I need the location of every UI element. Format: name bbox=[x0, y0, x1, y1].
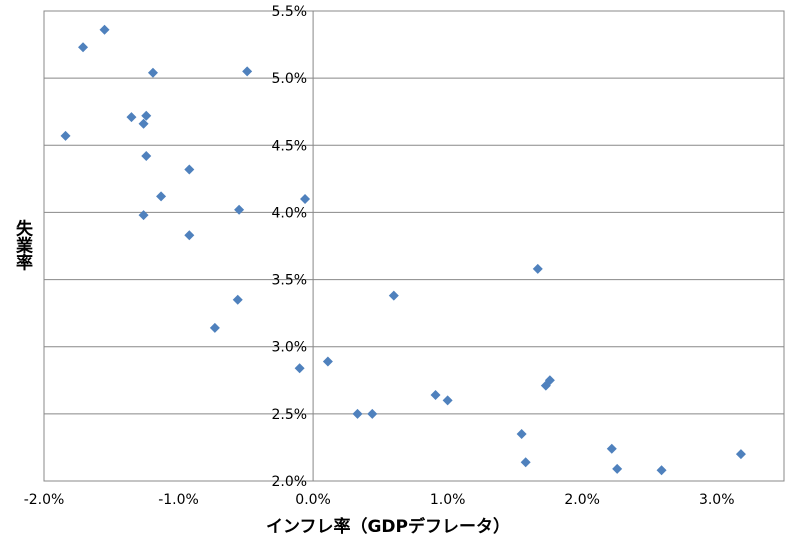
data-point bbox=[520, 457, 531, 468]
data-point bbox=[234, 204, 245, 215]
y-tick-label: 5.0% bbox=[272, 71, 308, 87]
data-point bbox=[442, 395, 453, 406]
data-point bbox=[141, 151, 152, 162]
x-tick-label: -2.0% bbox=[24, 492, 65, 508]
y-tick-label: 2.5% bbox=[272, 407, 308, 423]
data-point bbox=[606, 443, 617, 454]
x-tick-label: 3.0% bbox=[699, 492, 735, 508]
data-points bbox=[60, 24, 746, 476]
x-tick-label: 2.0% bbox=[564, 492, 600, 508]
y-tick-label: 5.5% bbox=[272, 4, 308, 20]
data-point bbox=[184, 164, 195, 175]
grid-lines bbox=[44, 10, 784, 482]
data-point bbox=[184, 230, 195, 241]
data-point bbox=[138, 210, 149, 221]
x-tick-label: 0.0% bbox=[295, 492, 331, 508]
data-point bbox=[516, 429, 527, 439]
y-tick-label: 4.0% bbox=[272, 205, 308, 221]
data-point bbox=[430, 390, 441, 401]
data-point bbox=[126, 112, 137, 123]
data-point bbox=[735, 449, 746, 460]
data-point bbox=[388, 290, 399, 301]
x-axis-title: インフレ率（GDPデフレータ） bbox=[266, 516, 510, 537]
data-point bbox=[60, 130, 71, 141]
plot-area bbox=[43, 10, 785, 482]
data-point bbox=[78, 42, 89, 53]
x-axis-tick-labels: -2.0% -1.0% 0.0% 1.0% 2.0% 3.0% bbox=[24, 492, 735, 508]
data-point bbox=[300, 194, 311, 204]
y-axis-tick-labels: 2.0% 2.5% 3.0% 3.5% 4.0% 4.5% 5.0% 5.5% bbox=[272, 4, 308, 490]
y-axis-title: 失業率 bbox=[12, 218, 33, 271]
data-point bbox=[294, 363, 305, 374]
data-point bbox=[141, 110, 152, 121]
data-point bbox=[242, 66, 253, 77]
data-point bbox=[147, 67, 158, 78]
y-tick-label: 4.5% bbox=[272, 138, 308, 154]
data-point bbox=[367, 408, 378, 419]
data-point bbox=[209, 322, 220, 333]
y-tick-label: 3.0% bbox=[272, 340, 308, 356]
data-point bbox=[232, 294, 243, 305]
data-point bbox=[612, 463, 623, 474]
x-tick-label: 1.0% bbox=[430, 492, 466, 508]
y-tick-label: 2.0% bbox=[272, 474, 308, 490]
data-point bbox=[322, 356, 333, 367]
x-tick-label: -1.0% bbox=[158, 492, 199, 508]
data-point bbox=[532, 263, 543, 274]
data-point bbox=[156, 191, 167, 202]
y-tick-label: 3.5% bbox=[272, 273, 308, 289]
data-point bbox=[99, 24, 110, 35]
data-point bbox=[352, 408, 363, 419]
data-point bbox=[138, 118, 149, 129]
data-point bbox=[544, 375, 555, 386]
data-point bbox=[656, 465, 667, 476]
